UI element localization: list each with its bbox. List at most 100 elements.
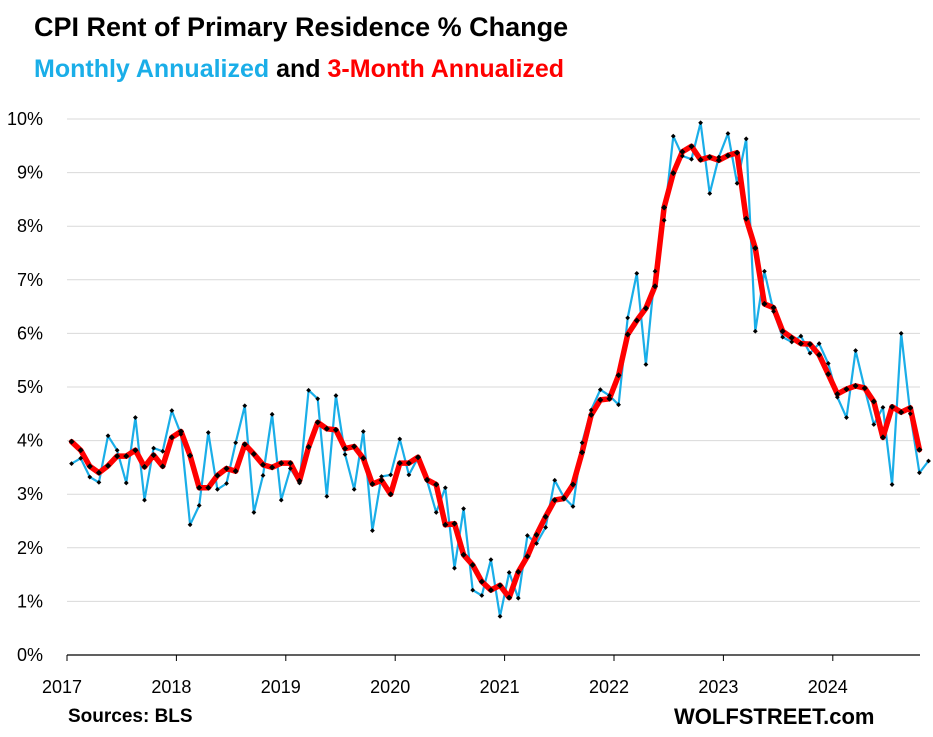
monthly-data-point xyxy=(132,415,138,420)
subtitle-monthly-label: Monthly Annualized xyxy=(34,55,270,83)
monthly-data-point xyxy=(233,440,239,446)
x-tick-label: 2017 xyxy=(42,677,82,697)
y-tick-label: 5% xyxy=(17,377,43,397)
monthly-data-point xyxy=(142,497,147,503)
chart-subtitle: Monthly Annualized and 3-Month Annualize… xyxy=(34,55,564,84)
three-month-data-point xyxy=(250,451,257,457)
three-month-data-point xyxy=(332,426,339,433)
three-month-data-point xyxy=(177,428,184,435)
three-month-data-point xyxy=(460,551,467,558)
monthly-data-point xyxy=(780,334,786,340)
series-monthly xyxy=(71,121,930,618)
y-tick-label: 4% xyxy=(17,431,43,451)
monthly-data-point xyxy=(169,408,175,413)
x-tick-label: 2023 xyxy=(698,677,738,697)
three-month-data-point xyxy=(515,568,522,575)
monthly-data-point xyxy=(123,480,129,486)
monthly-data-point xyxy=(333,393,339,398)
gridlines xyxy=(67,118,920,602)
monthly-data-point xyxy=(552,477,558,483)
monthly-data-point xyxy=(114,447,120,453)
three-month-data-point xyxy=(478,578,485,585)
monthly-data-point xyxy=(670,133,676,139)
three-month-data-point xyxy=(524,553,531,560)
three-month-data-point xyxy=(323,425,330,432)
three-month-data-point xyxy=(141,463,148,470)
three-month-data-point xyxy=(114,453,121,460)
three-month-data-point xyxy=(724,152,731,159)
monthly-data-point xyxy=(725,131,731,136)
x-tick-label: 2024 xyxy=(808,677,848,697)
three-month-data-point xyxy=(77,447,84,454)
x-tick-label: 2018 xyxy=(151,677,191,697)
monthly-data-point xyxy=(96,480,102,485)
monthly-data-point xyxy=(570,504,576,509)
three-month-data-point xyxy=(205,484,212,491)
monthly-data-point xyxy=(324,493,330,499)
monthly-data-point xyxy=(160,448,166,454)
monthly-data-point xyxy=(251,510,257,515)
monthly-data-point xyxy=(771,309,776,314)
monthly-data-point xyxy=(743,136,749,142)
three-month-data-point xyxy=(770,304,777,311)
three-month-data-point xyxy=(633,317,640,324)
three-month-data-point xyxy=(588,411,595,418)
three-month-data-point xyxy=(560,495,567,502)
monthly-data-point xyxy=(825,361,831,366)
three-month-data-point xyxy=(715,157,722,164)
monthly-data-point xyxy=(762,268,767,274)
monthly-data-point xyxy=(224,481,229,486)
y-tick-label: 3% xyxy=(17,484,43,504)
y-tick-label: 10% xyxy=(7,109,43,129)
subtitle-and-label: and xyxy=(276,55,321,83)
monthly-data-point xyxy=(616,402,621,408)
monthly-data-point xyxy=(543,525,549,530)
three-month-data-point xyxy=(870,398,877,405)
x-tick-label: 2020 xyxy=(370,677,410,697)
three-month-data-point xyxy=(542,513,549,520)
y-tick-label: 2% xyxy=(17,538,43,558)
monthly-data-point xyxy=(388,472,394,478)
three-month-data-point xyxy=(889,403,896,410)
three-month-data-point xyxy=(788,334,795,341)
monthly-data-point xyxy=(370,528,375,534)
series-line-three-month xyxy=(68,143,923,601)
monthly-data-point xyxy=(889,482,895,487)
three-month-data-point xyxy=(196,484,203,491)
y-tick-label: 0% xyxy=(17,645,43,665)
monthly-data-point xyxy=(351,486,357,492)
monthly-data-point xyxy=(187,522,193,528)
monthly-data-point xyxy=(634,270,640,276)
three-month-data-point xyxy=(424,476,431,483)
subtitle-three-month-label: 3-Month Annualized xyxy=(327,55,565,83)
monthly-data-point xyxy=(661,217,667,223)
data-point-markers xyxy=(68,120,931,619)
three-month-data-point xyxy=(387,491,394,498)
three-month-data-point xyxy=(414,454,421,461)
three-month-data-point xyxy=(569,481,576,488)
three-month-data-point xyxy=(305,444,312,451)
monthly-data-point xyxy=(452,565,457,571)
three-month-data-point xyxy=(296,477,303,484)
three-month-data-point xyxy=(351,443,358,450)
monthly-data-point xyxy=(716,154,722,160)
monthly-data-point xyxy=(315,396,321,402)
x-axis xyxy=(66,654,920,661)
three-month-data-point xyxy=(688,143,695,150)
x-tick-label: 2022 xyxy=(589,677,629,697)
three-month-data-point xyxy=(506,594,513,601)
monthly-data-point xyxy=(242,403,248,409)
monthly-data-point xyxy=(597,387,603,393)
monthly-data-point xyxy=(652,268,658,274)
three-month-data-point xyxy=(533,531,540,538)
y-tick-label: 7% xyxy=(17,270,43,290)
monthly-data-point xyxy=(689,156,694,162)
monthly-data-point xyxy=(926,458,931,464)
monthly-data-point xyxy=(534,541,539,546)
monthly-data-point xyxy=(151,445,157,451)
y-tick-label: 1% xyxy=(17,591,43,611)
three-month-data-point xyxy=(597,396,604,403)
monthly-data-point xyxy=(789,339,795,345)
three-month-data-point xyxy=(834,390,841,397)
